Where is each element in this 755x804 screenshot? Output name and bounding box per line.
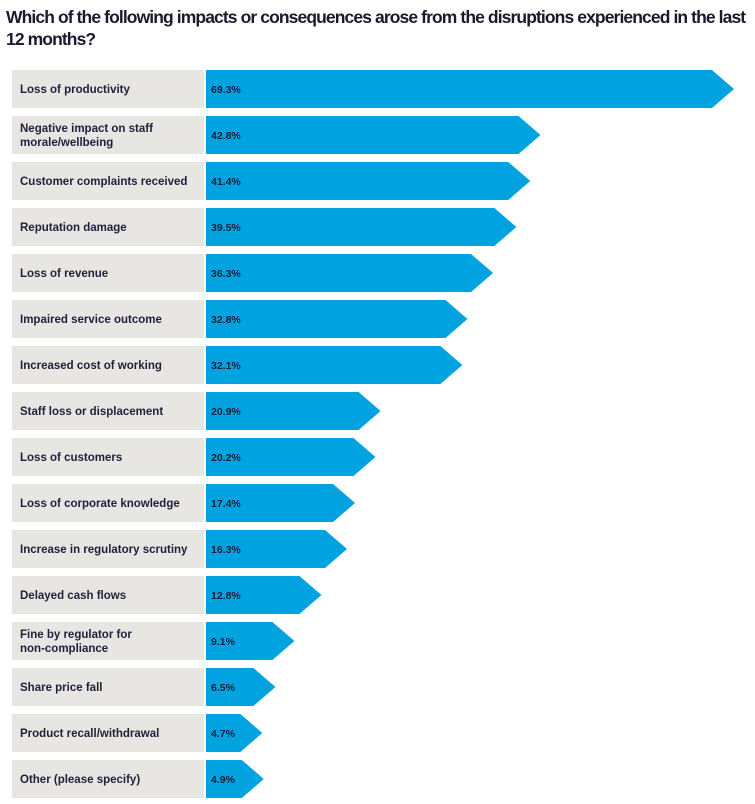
- chart-title: Which of the following impacts or conseq…: [6, 7, 746, 49]
- bar: [206, 254, 494, 292]
- category-label-box: [12, 116, 204, 154]
- bar: [206, 392, 381, 430]
- value-label: 16.3%: [211, 544, 241, 556]
- category-label: Reputation damage: [20, 222, 127, 234]
- category-label-box: [12, 576, 204, 614]
- category-label-box: [12, 346, 204, 384]
- value-label: 20.2%: [211, 452, 241, 464]
- category-label-box: [12, 484, 204, 522]
- value-label: 6.5%: [211, 682, 236, 694]
- bar: [206, 116, 541, 154]
- category-label: Increased cost of working: [20, 360, 162, 372]
- category-label-box: [12, 392, 204, 430]
- category-label: Customer complaints received: [20, 176, 187, 188]
- bar: [206, 162, 531, 200]
- bar: [206, 208, 517, 246]
- category-label-box: [12, 208, 204, 246]
- category-label: Staff loss or displacement: [20, 406, 163, 418]
- value-label: 39.5%: [211, 222, 241, 234]
- value-label: 69.3%: [211, 84, 241, 96]
- value-label: 41.4%: [211, 176, 241, 188]
- category-label: Other (please specify): [20, 774, 140, 786]
- bar: [206, 530, 348, 568]
- category-label-box: [12, 70, 204, 108]
- value-label: 36.3%: [211, 268, 241, 280]
- bar: [206, 70, 734, 108]
- bar: [206, 300, 468, 338]
- value-label: 42.8%: [211, 130, 241, 142]
- bar: [206, 668, 276, 706]
- category-label: Loss of productivity: [20, 84, 131, 96]
- value-label: 20.9%: [211, 406, 241, 418]
- value-label: 32.8%: [211, 314, 241, 326]
- bar: [206, 484, 356, 522]
- category-label: Product recall/withdrawal: [20, 728, 159, 740]
- category-label: Increase in regulatory scrutiny: [20, 544, 188, 556]
- value-label: 9.1%: [211, 636, 236, 648]
- bar: [206, 622, 295, 660]
- category-label-box: [12, 530, 204, 568]
- category-label: Loss of customers: [20, 452, 122, 464]
- category-label: Loss of revenue: [20, 268, 108, 280]
- bar: [206, 346, 463, 384]
- category-label-box: [12, 760, 204, 798]
- category-label: Loss of corporate knowledge: [20, 498, 180, 510]
- category-label: Impaired service outcome: [20, 314, 162, 326]
- value-label: 12.8%: [211, 590, 241, 602]
- category-label: Fine by regulator for non-compliance: [20, 629, 132, 655]
- category-label: Negative impact on staff morale/wellbeing: [20, 123, 153, 149]
- value-label: 4.7%: [211, 728, 236, 740]
- category-label-box: [12, 714, 204, 752]
- category-label-box: [12, 300, 204, 338]
- category-label-box: [12, 622, 204, 660]
- bar: [206, 576, 322, 614]
- value-label: 32.1%: [211, 360, 241, 372]
- category-label-box: [12, 162, 204, 200]
- value-label: 17.4%: [211, 498, 241, 510]
- bar: [206, 760, 264, 798]
- bar: [206, 714, 263, 752]
- value-label: 4.9%: [211, 774, 236, 786]
- bar: [206, 438, 376, 476]
- category-label-box: [12, 254, 204, 292]
- category-label: Share price fall: [20, 682, 102, 694]
- category-label-box: [12, 668, 204, 706]
- category-label: Delayed cash flows: [20, 590, 126, 602]
- category-label-box: [12, 438, 204, 476]
